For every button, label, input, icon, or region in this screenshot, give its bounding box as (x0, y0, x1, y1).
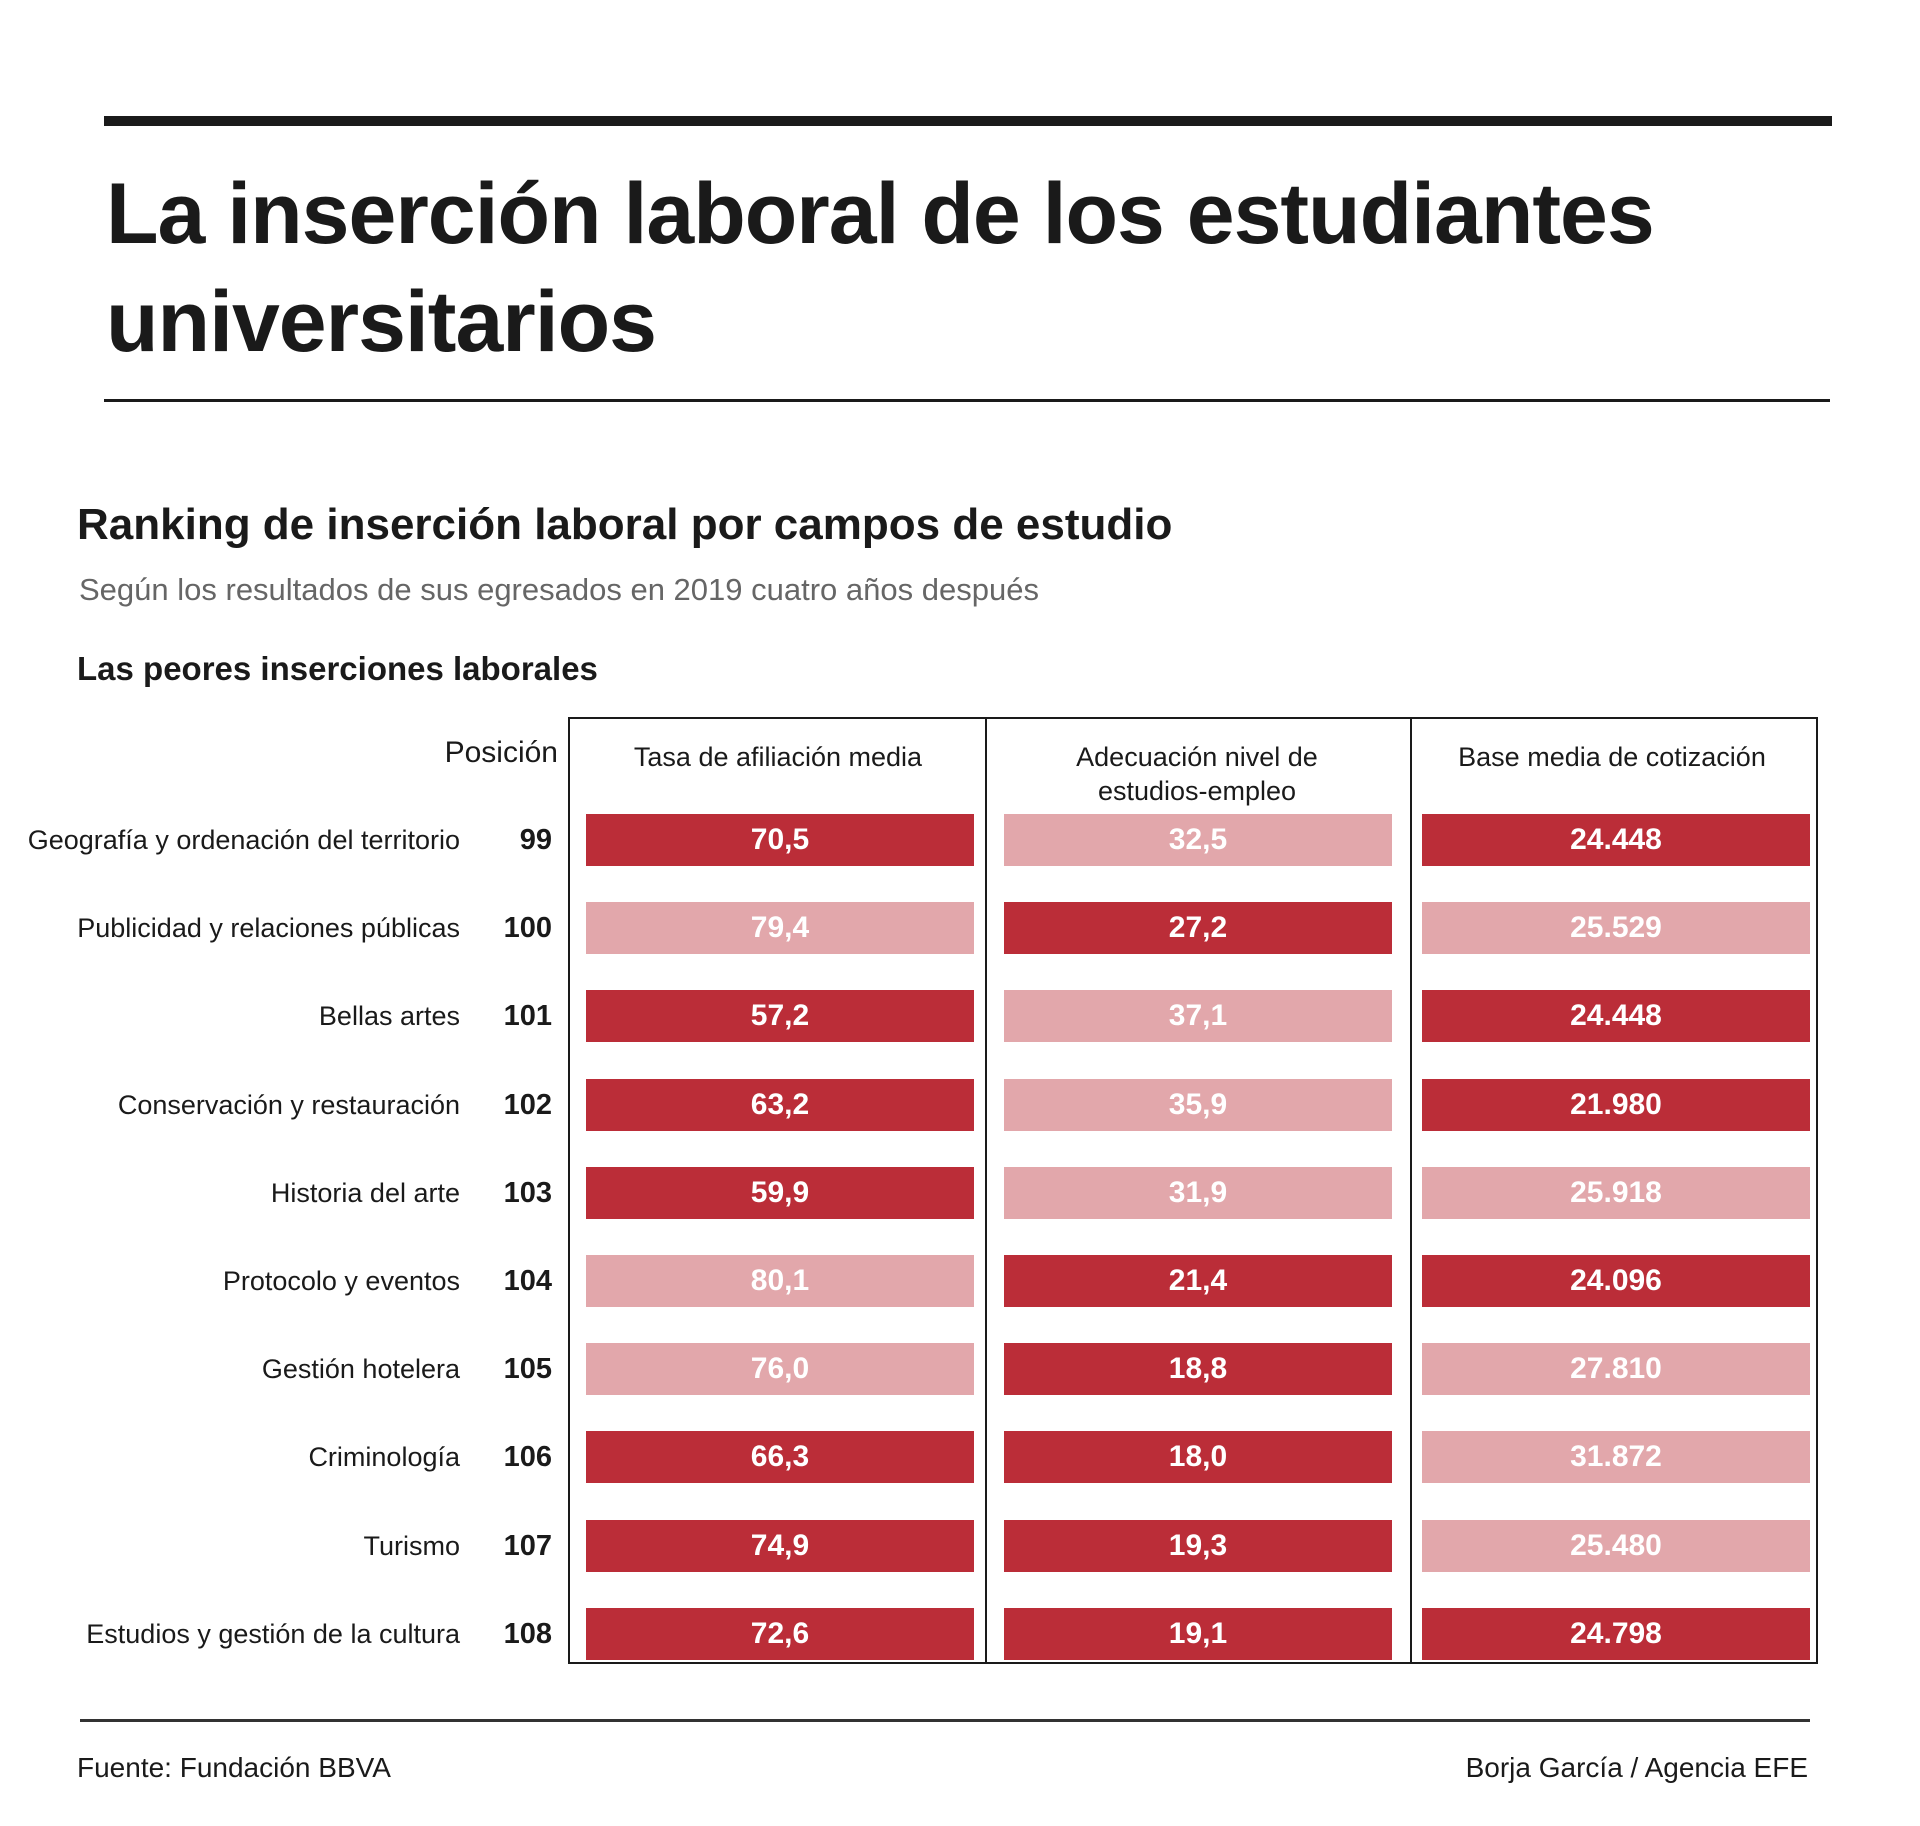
value-cell: 27,2 (1004, 902, 1392, 954)
column-header-line: Adecuación nivel de (1076, 742, 1318, 772)
value-cell: 24.798 (1422, 1608, 1810, 1660)
value-cell: 19,3 (1004, 1520, 1392, 1572)
value-cell: 24.096 (1422, 1255, 1810, 1307)
value-cell: 25.918 (1422, 1167, 1810, 1219)
row-position: 101 (503, 1000, 552, 1032)
main-title-line-1: La inserción laboral de los estudiantes (106, 166, 1655, 262)
section-heading: Las peores inserciones laborales (77, 650, 598, 687)
value-cell: 24.448 (1422, 990, 1810, 1042)
row-position: 105 (503, 1353, 552, 1385)
value-cell: 80,1 (586, 1255, 974, 1307)
column-header-line: estudios-empleo (1097, 776, 1297, 806)
source-note: Fuente: Fundación BBVA (77, 1752, 391, 1783)
row-position: 99 (519, 824, 552, 856)
column-header-1: Tasa de afiliación media (588, 740, 968, 774)
value-cell: 31.872 (1422, 1431, 1810, 1483)
value-cell: 18,8 (1004, 1343, 1392, 1395)
column-header-line: Base media de cotización (1458, 742, 1766, 772)
row-label: Historia del arte (270, 1178, 460, 1208)
value-cell: 57,2 (586, 990, 974, 1042)
value-cell: 18,0 (1004, 1431, 1392, 1483)
title-rule (104, 399, 1830, 402)
row-position: 108 (503, 1618, 552, 1650)
row-label: Publicidad y relaciones públicas (77, 913, 460, 943)
value-cell: 32,5 (1004, 814, 1392, 866)
value-cell: 27.810 (1422, 1343, 1810, 1395)
chart-title: Ranking de inserción laboral por campos … (77, 500, 1173, 549)
row-position: 100 (503, 912, 552, 944)
value-cell: 24.448 (1422, 814, 1810, 866)
value-cell: 79,4 (586, 902, 974, 954)
value-cell: 31,9 (1004, 1167, 1392, 1219)
row-label: Conservación y restauración (117, 1090, 460, 1120)
value-cell: 21,4 (1004, 1255, 1392, 1307)
value-cell: 59,9 (586, 1167, 974, 1219)
row-position: 102 (503, 1089, 552, 1121)
row-label: Bellas artes (318, 1001, 460, 1031)
column-divider-2 (1410, 717, 1412, 1664)
value-cell: 35,9 (1004, 1079, 1392, 1131)
row-label: Estudios y gestión de la cultura (86, 1619, 460, 1649)
chart-subtitle: Según los resultados de sus egresados en… (79, 572, 1039, 607)
value-cell: 70,5 (586, 814, 974, 866)
column-header-3: Base media de cotización (1422, 740, 1802, 774)
row-position: 107 (503, 1530, 552, 1562)
column-divider-1 (985, 717, 987, 1664)
value-cell: 63,2 (586, 1079, 974, 1131)
value-cell: 66,3 (586, 1431, 974, 1483)
row-label: Criminología (308, 1442, 460, 1472)
row-label: Turismo (363, 1531, 460, 1561)
value-cell: 25.529 (1422, 902, 1810, 954)
value-cell: 76,0 (586, 1343, 974, 1395)
value-cell: 21.980 (1422, 1079, 1810, 1131)
value-cell: 37,1 (1004, 990, 1392, 1042)
bottom-rule (80, 1719, 1810, 1722)
row-label: Gestión hotelera (261, 1354, 460, 1384)
main-title-line-2: universitarios (106, 274, 657, 370)
value-cell: 72,6 (586, 1608, 974, 1660)
value-cell: 19,1 (1004, 1608, 1392, 1660)
row-position: 103 (503, 1177, 552, 1209)
value-cell: 25.480 (1422, 1520, 1810, 1572)
credit-note: Borja García / Agencia EFE (1465, 1752, 1808, 1783)
column-header-2: Adecuación nivel de estudios-empleo (997, 740, 1397, 808)
row-label: Protocolo y eventos (222, 1266, 460, 1296)
main-title: La inserción laboral de los estudiantes … (106, 160, 1806, 376)
row-position: 104 (503, 1265, 552, 1297)
table-frame (568, 717, 1818, 1664)
column-header-line: Tasa de afiliación media (633, 742, 923, 772)
top-rule (104, 116, 1832, 126)
row-position: 106 (503, 1441, 552, 1473)
position-header: Posición (444, 736, 558, 769)
row-label: Geografía y ordenación del territorio (27, 825, 460, 855)
value-cell: 74,9 (586, 1520, 974, 1572)
